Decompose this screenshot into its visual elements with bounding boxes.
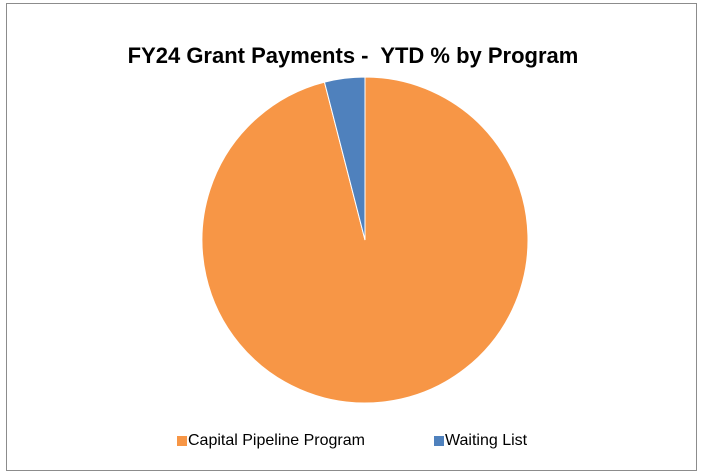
legend-swatch: [434, 436, 444, 446]
chart-title: FY24 Grant Payments - YTD % by Program: [128, 43, 579, 68]
legend-label: Capital Pipeline Program: [188, 432, 365, 449]
pie-slice: [323, 76, 366, 241]
legend-swatch: [177, 436, 187, 446]
legend-label: Waiting List: [445, 432, 528, 449]
